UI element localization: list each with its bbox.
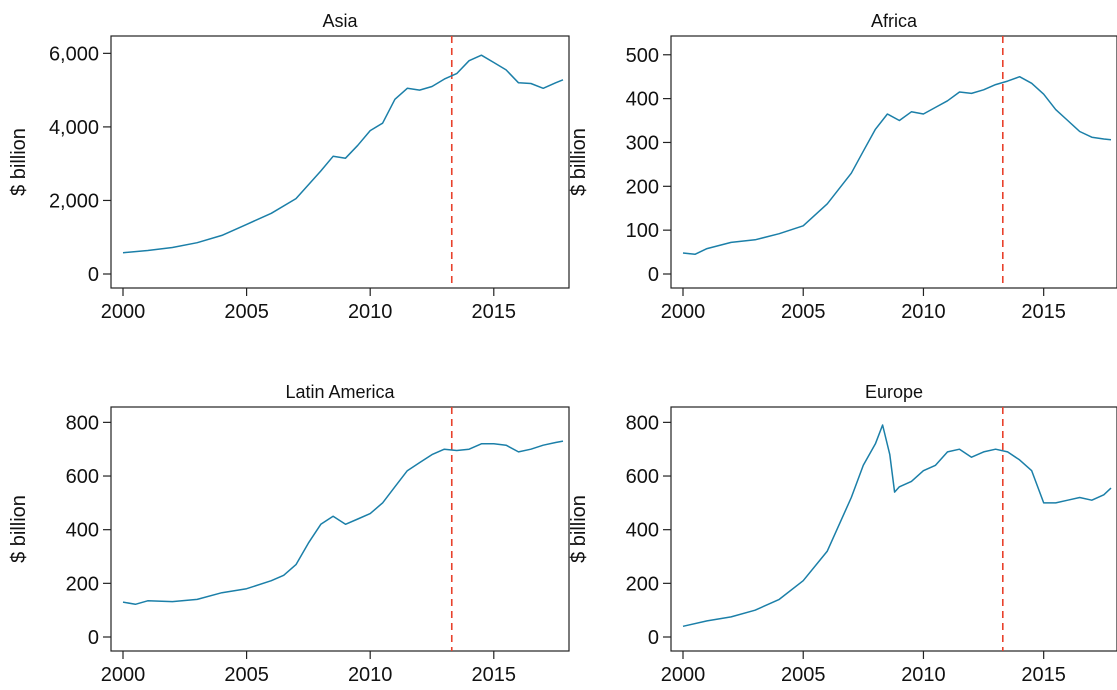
- y-axis-label: $ billion: [568, 128, 590, 196]
- y-tick-label: 0: [88, 627, 99, 649]
- plot-frame: [110, 406, 570, 652]
- y-tick-label: 4,000: [49, 117, 99, 139]
- x-tick-label: 2000: [101, 664, 146, 686]
- panel-title: Africa: [871, 11, 918, 31]
- x-tick-label: 2015: [1021, 664, 1066, 686]
- y-tick-label: 200: [626, 176, 659, 198]
- series-line-europe: [682, 424, 1112, 628]
- y-tick-label: 200: [626, 573, 659, 595]
- x-tick-label: 2010: [348, 301, 393, 323]
- y-tick-label: 200: [66, 573, 99, 595]
- y-axis-label: $ billion: [8, 495, 30, 563]
- y-tick-label: 600: [626, 466, 659, 488]
- y-tick-label: 6,000: [49, 43, 99, 65]
- panel-europe: Europe 0 200 400 600 800 2000 2005 2010 2015 $ bil…: [568, 382, 1117, 686]
- y-axis-label: $ billion: [568, 495, 590, 563]
- y-tick-label: 0: [648, 264, 659, 286]
- panel-title: Asia: [322, 11, 358, 31]
- plot-frame: [670, 35, 1117, 289]
- panel-title: Europe: [865, 382, 923, 402]
- y-tick-label: 800: [626, 412, 659, 434]
- x-tick-label: 2015: [472, 664, 517, 686]
- x-tick-label: 2010: [348, 664, 393, 686]
- panel-asia: Asia 0 2,000 4,000 6,000 2000 2005 2010 2015 $ bi…: [8, 11, 570, 323]
- panel-latin-america: Latin America 0 200 400 600 800 2000 2005 2010 20…: [8, 382, 570, 686]
- x-tick-label: 2000: [661, 664, 706, 686]
- x-tick-label: 2010: [901, 301, 946, 323]
- y-tick-label: 400: [66, 520, 99, 542]
- y-tick-label: 300: [626, 132, 659, 154]
- y-tick-label: 0: [88, 264, 99, 286]
- plot-frame: [670, 406, 1117, 652]
- x-tick-label: 2005: [781, 301, 826, 323]
- x-tick-label: 2000: [101, 301, 146, 323]
- x-tick-label: 2005: [224, 664, 269, 686]
- series-line-latin-america: [122, 440, 564, 606]
- y-tick-label: 400: [626, 89, 659, 111]
- y-tick-label: 500: [626, 45, 659, 67]
- panel-title: Latin America: [285, 382, 395, 402]
- series-line-asia: [122, 54, 564, 254]
- plot-frame: [110, 35, 570, 289]
- y-tick-label: 400: [626, 520, 659, 542]
- x-tick-label: 2010: [901, 664, 946, 686]
- x-tick-label: 2005: [224, 301, 269, 323]
- y-tick-label: 2,000: [49, 190, 99, 212]
- y-tick-label: 800: [66, 412, 99, 434]
- y-tick-label: 600: [66, 466, 99, 488]
- x-tick-label: 2015: [472, 301, 517, 323]
- y-axis-label: $ billion: [8, 128, 30, 196]
- x-tick-label: 2005: [781, 664, 826, 686]
- series-line-africa: [682, 75, 1112, 256]
- x-tick-label: 2015: [1021, 301, 1066, 323]
- y-tick-label: 100: [626, 220, 659, 242]
- panel-africa: Africa 0 100 200 300 400 500 2000 2005 2010 2015 $ …: [568, 11, 1117, 323]
- y-tick-label: 0: [648, 627, 659, 649]
- x-tick-label: 2000: [661, 301, 706, 323]
